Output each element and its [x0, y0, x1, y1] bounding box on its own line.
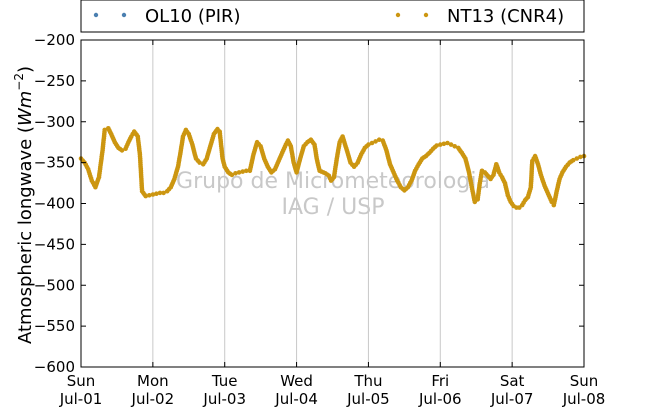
x-tick-label-day: Tue	[211, 372, 238, 390]
x-tick-label-date: Jul-08	[562, 390, 606, 408]
legend-marker-ol10	[93, 12, 99, 18]
x-tick-label-day: Sun	[67, 372, 96, 390]
data-point	[229, 172, 235, 178]
legend-box	[80, 0, 585, 33]
data-point	[441, 141, 447, 147]
x-tick-label-date: Jul-01	[59, 390, 103, 408]
data-point	[578, 154, 583, 160]
legend-marker-ol10	[121, 12, 127, 18]
y-axis-label-text: Atmospheric longwave (	[15, 126, 36, 344]
y-axis-label-unit: Wm	[15, 91, 36, 126]
data-point	[143, 193, 148, 199]
y-axis-label-exp: −2	[12, 73, 26, 91]
x-axis: SunJul-01MonJul-02TueJul-03WedJul-04ThuJ…	[59, 40, 606, 408]
y-axis-label: Atmospheric longwave (Wm−2)	[12, 66, 36, 344]
data-point	[161, 190, 166, 196]
series-points	[78, 126, 587, 210]
data-point	[240, 169, 245, 174]
data-point	[448, 142, 454, 147]
y-tick-label: −600	[34, 358, 75, 376]
data-point	[369, 140, 375, 146]
legend-marker-nt13	[423, 12, 429, 18]
y-axis-label-close: )	[15, 66, 36, 73]
x-tick-label-date: Jul-03	[202, 390, 246, 408]
plot-area	[81, 40, 584, 367]
y-tick-label: −350	[34, 154, 75, 172]
data-point	[154, 191, 159, 196]
data-point	[574, 156, 580, 161]
y-tick-label: −450	[34, 235, 75, 253]
data-point	[445, 140, 450, 146]
data-point	[434, 143, 440, 148]
y-tick-label: −500	[34, 276, 75, 294]
x-tick-label-date: Jul-06	[418, 390, 462, 408]
x-tick-label-day: Mon	[137, 372, 169, 390]
data-point	[197, 160, 202, 165]
data-point	[233, 171, 238, 176]
legend-marker-nt13	[395, 12, 401, 18]
watermark-line-2: IAG / USP	[282, 195, 385, 220]
data-point	[570, 157, 576, 163]
x-tick-label-day: Sat	[500, 372, 525, 390]
x-tick-label-day: Sun	[570, 372, 599, 390]
x-tick-label-date: Jul-05	[346, 390, 390, 408]
data-point	[376, 137, 382, 142]
data-point	[366, 142, 371, 147]
legend-label-ol10: OL10 (PIR)	[145, 6, 241, 27]
x-tick-label-day: Thu	[353, 372, 382, 390]
data-point	[119, 148, 125, 153]
y-tick-label: −550	[34, 317, 75, 335]
x-tick-label-day: Wed	[280, 372, 313, 390]
x-tick-label-date: Jul-02	[131, 390, 175, 408]
data-point	[452, 144, 458, 149]
data-point	[438, 142, 443, 147]
data-point	[150, 192, 156, 197]
x-tick-label-day: Fri	[431, 372, 449, 390]
y-tick-label: −400	[34, 195, 75, 213]
x-tick-label-date: Jul-04	[274, 390, 318, 408]
data-point	[102, 127, 107, 133]
data-point	[147, 193, 152, 198]
data-point	[244, 168, 249, 174]
data-point	[373, 139, 378, 144]
data-point	[236, 170, 242, 175]
x-tick-label-date: Jul-07	[490, 390, 534, 408]
y-axis: −200 −250 −300 −350 −400 −450 −500 −550 −600	[34, 31, 584, 376]
y-tick-label: −300	[34, 113, 75, 131]
data-point	[157, 190, 163, 196]
y-tick-label: −250	[34, 72, 75, 90]
legend-label-nt13: NT13 (CNR4)	[447, 6, 564, 27]
y-tick-label: −200	[34, 31, 75, 49]
